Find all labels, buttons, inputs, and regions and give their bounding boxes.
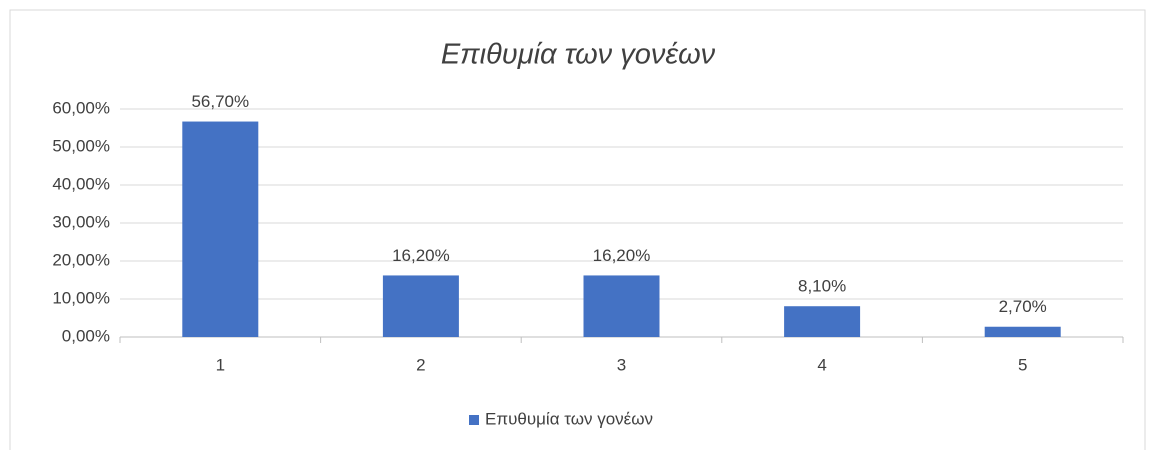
data-label: 2,70%	[999, 297, 1047, 316]
legend-swatch	[469, 415, 479, 425]
x-tick-label: 3	[617, 355, 626, 374]
y-tick-label: 50,00%	[52, 136, 110, 155]
y-tick-label: 10,00%	[52, 288, 110, 307]
data-label: 16,20%	[392, 246, 450, 265]
bar	[583, 275, 660, 337]
y-tick-label: 0,00%	[62, 326, 110, 345]
data-label: 16,20%	[593, 246, 651, 265]
data-label: 56,70%	[191, 92, 249, 111]
bar	[984, 326, 1061, 337]
bar	[182, 121, 259, 337]
x-tick-label: 2	[416, 355, 425, 374]
y-tick-label: 40,00%	[52, 174, 110, 193]
x-tick-label: 4	[817, 355, 826, 374]
bar	[784, 306, 861, 337]
y-tick-label: 20,00%	[52, 250, 110, 269]
chart-border	[9, 9, 1146, 450]
bar	[382, 275, 459, 337]
data-label: 8,10%	[798, 277, 846, 296]
legend-label: Επυθυμία των γονέων	[485, 409, 653, 428]
x-tick-label: 5	[1018, 355, 1027, 374]
y-tick-label: 60,00%	[52, 98, 110, 117]
y-tick-label: 30,00%	[52, 212, 110, 231]
x-tick-label: 1	[216, 355, 225, 374]
chart-title: Επιθυμία των γονέων	[441, 39, 716, 71]
